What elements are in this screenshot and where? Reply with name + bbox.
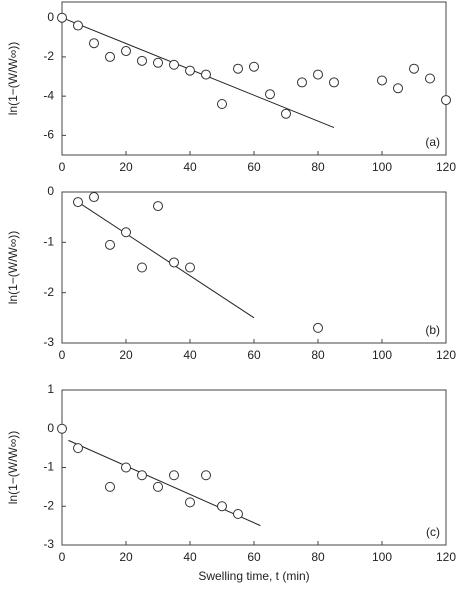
- fit-line: [61, 17, 335, 129]
- y-tick-label: -4: [43, 88, 54, 102]
- data-point: [377, 75, 387, 86]
- data-point: [409, 63, 419, 74]
- data-point: [73, 443, 83, 454]
- data-point: [121, 46, 131, 57]
- x-tick-label: 80: [311, 550, 325, 564]
- data-point: [201, 470, 211, 481]
- x-tick-label: 0: [59, 550, 66, 564]
- y-tick-label: 0: [47, 421, 54, 435]
- x-tick-label: 120: [436, 160, 456, 174]
- plot-frame: [61, 1, 447, 156]
- x-tick-label: 60: [247, 348, 261, 362]
- x-tick-label: 0: [59, 348, 66, 362]
- x-tick-label: 20: [119, 160, 133, 174]
- data-point: [297, 77, 307, 88]
- data-point: [153, 201, 163, 212]
- data-point: [57, 423, 67, 434]
- y-tick-label: -3: [43, 537, 54, 551]
- y-tick-label: 0: [47, 10, 54, 24]
- x-tick-label: 80: [311, 348, 325, 362]
- x-tick-label: 100: [372, 348, 392, 362]
- x-tick-label: 120: [436, 550, 456, 564]
- panel-label: (b): [425, 323, 440, 337]
- x-tick-label: 0: [59, 160, 66, 174]
- data-point: [137, 262, 147, 273]
- y-tick-label: -3: [43, 335, 54, 349]
- x-tick-label: 20: [119, 550, 133, 564]
- data-point: [281, 108, 291, 119]
- data-point: [121, 462, 131, 473]
- data-point: [185, 262, 195, 273]
- data-point: [217, 99, 227, 109]
- data-point: [265, 89, 275, 100]
- x-tick-label: 40: [183, 348, 197, 362]
- fit-line: [68, 439, 261, 527]
- x-tick-label: 40: [183, 550, 197, 564]
- data-point: [217, 501, 227, 512]
- data-point: [57, 12, 67, 23]
- fit-line: [77, 201, 255, 319]
- y-axis-label: ln(1−(W/W∞)): [6, 42, 20, 116]
- x-axis-label: Swelling time, t (min): [198, 569, 309, 583]
- panel-label: (a): [425, 135, 440, 149]
- y-tick-label: -6: [43, 128, 54, 142]
- data-point: [233, 63, 243, 74]
- x-tick-label: 20: [119, 348, 133, 362]
- x-tick-label: 80: [311, 160, 325, 174]
- y-tick-label: 1: [47, 382, 54, 396]
- data-point: [393, 83, 403, 94]
- data-point: [201, 69, 211, 80]
- x-tick-label: 100: [372, 160, 392, 174]
- panel-label: (c): [426, 525, 440, 539]
- data-point: [169, 470, 179, 481]
- data-point: [105, 481, 115, 492]
- data-point: [185, 65, 195, 76]
- data-point: [105, 51, 115, 62]
- data-point: [153, 57, 163, 68]
- data-point: [73, 20, 83, 31]
- x-tick-label: 60: [247, 550, 261, 564]
- y-tick-label: 0: [47, 184, 54, 198]
- data-point: [137, 470, 147, 481]
- x-tick-label: 40: [183, 160, 197, 174]
- data-point: [89, 38, 99, 49]
- data-point: [153, 481, 163, 492]
- data-point: [441, 95, 451, 106]
- data-point: [329, 77, 339, 88]
- data-point: [233, 509, 243, 519]
- x-tick-label: 120: [436, 348, 456, 362]
- data-point: [425, 73, 435, 84]
- data-point: [249, 61, 259, 72]
- data-point: [169, 257, 179, 268]
- data-point: [169, 59, 179, 70]
- x-tick-label: 60: [247, 160, 261, 174]
- data-point: [313, 69, 323, 80]
- plot-frame: [61, 389, 447, 546]
- data-point: [121, 227, 131, 238]
- data-point: [185, 497, 195, 508]
- plot-frame: [61, 191, 447, 344]
- y-tick-label: -2: [43, 285, 54, 299]
- data-point: [313, 322, 323, 333]
- data-point: [137, 55, 147, 66]
- data-point: [73, 197, 83, 208]
- data-point: [105, 239, 115, 250]
- data-point: [89, 192, 99, 203]
- y-tick-label: -2: [43, 498, 54, 512]
- y-tick-label: -1: [43, 235, 54, 249]
- y-axis-label: ln(1−(W/W∞)): [6, 231, 20, 305]
- y-tick-label: -1: [43, 460, 54, 474]
- x-tick-label: 100: [372, 550, 392, 564]
- y-axis-label: ln(1−(W/W∞)): [6, 431, 20, 505]
- y-tick-label: -2: [43, 49, 54, 63]
